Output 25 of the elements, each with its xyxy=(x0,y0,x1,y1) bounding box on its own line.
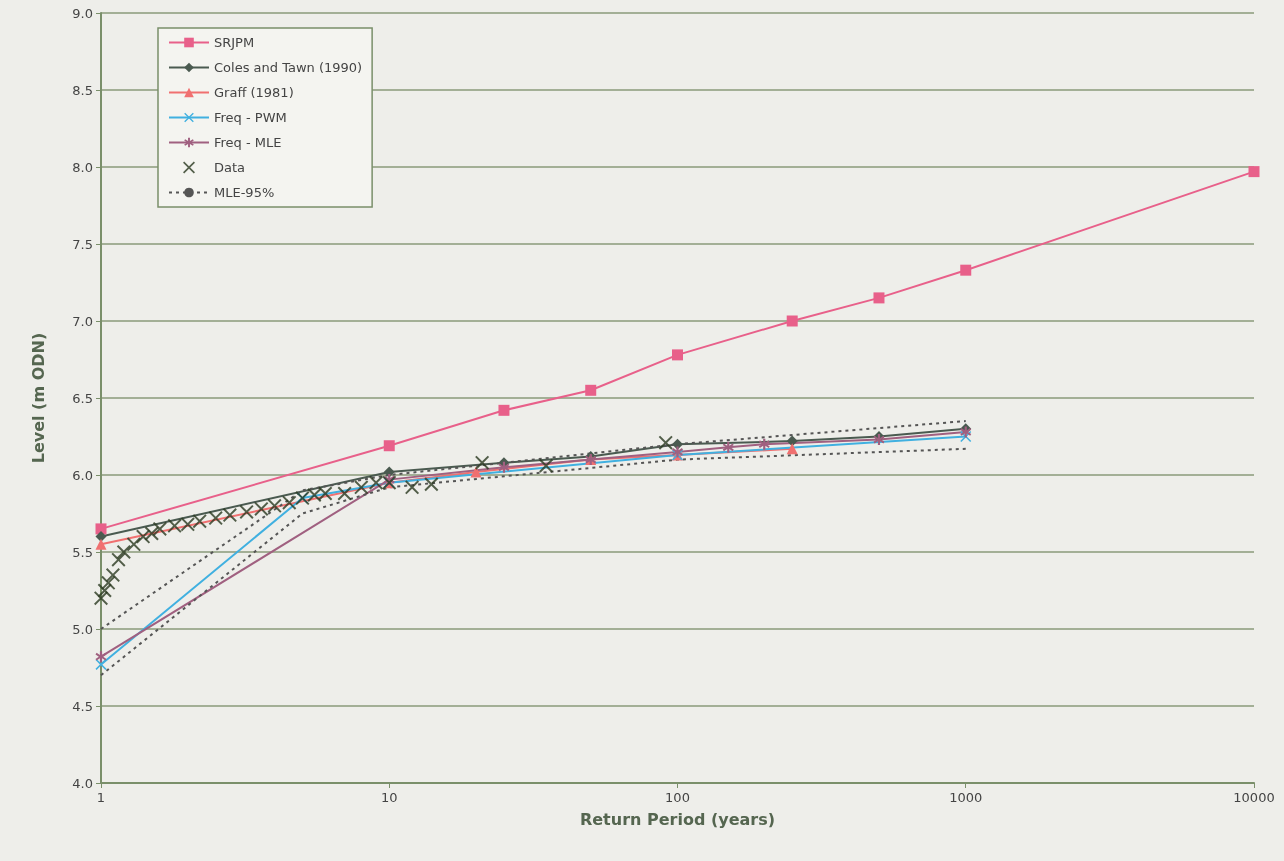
x-tick-label: 1 xyxy=(96,790,106,805)
legend-label: MLE-95% xyxy=(214,185,275,200)
legend-label: Coles and Tawn (1990) xyxy=(214,60,363,75)
legend-label: Data xyxy=(214,160,246,175)
y-tick-label: 5.0 xyxy=(72,621,93,637)
x-axis-title: Return Period (years) xyxy=(579,809,776,829)
y-tick-label: 7.0 xyxy=(72,313,93,329)
y-tick-label: 4.5 xyxy=(72,698,93,714)
y-tick-label: 6.5 xyxy=(72,390,93,406)
y-axis-title: Level (m ODN) xyxy=(28,332,48,464)
x-tick-label: 10000 xyxy=(1233,790,1275,805)
y-tick-label: 6.0 xyxy=(72,467,93,483)
x-tick-label: 10 xyxy=(380,790,398,805)
legend-label: SRJPM xyxy=(214,35,255,50)
legend-label: Freq - MLE xyxy=(214,135,282,150)
y-tick-label: 9.0 xyxy=(72,5,93,21)
legend-label: Graff (1981) xyxy=(214,85,294,100)
x-tick-label: 100 xyxy=(665,790,690,805)
x-tick-label: 1000 xyxy=(949,790,983,805)
y-tick-label: 5.5 xyxy=(72,544,93,560)
y-tick-label: 8.0 xyxy=(72,159,93,175)
y-tick-label: 4.0 xyxy=(72,775,93,791)
y-tick-label: 7.5 xyxy=(72,236,93,252)
y-tick-label: 8.5 xyxy=(72,82,93,98)
legend-label: Freq - PWM xyxy=(214,110,287,125)
